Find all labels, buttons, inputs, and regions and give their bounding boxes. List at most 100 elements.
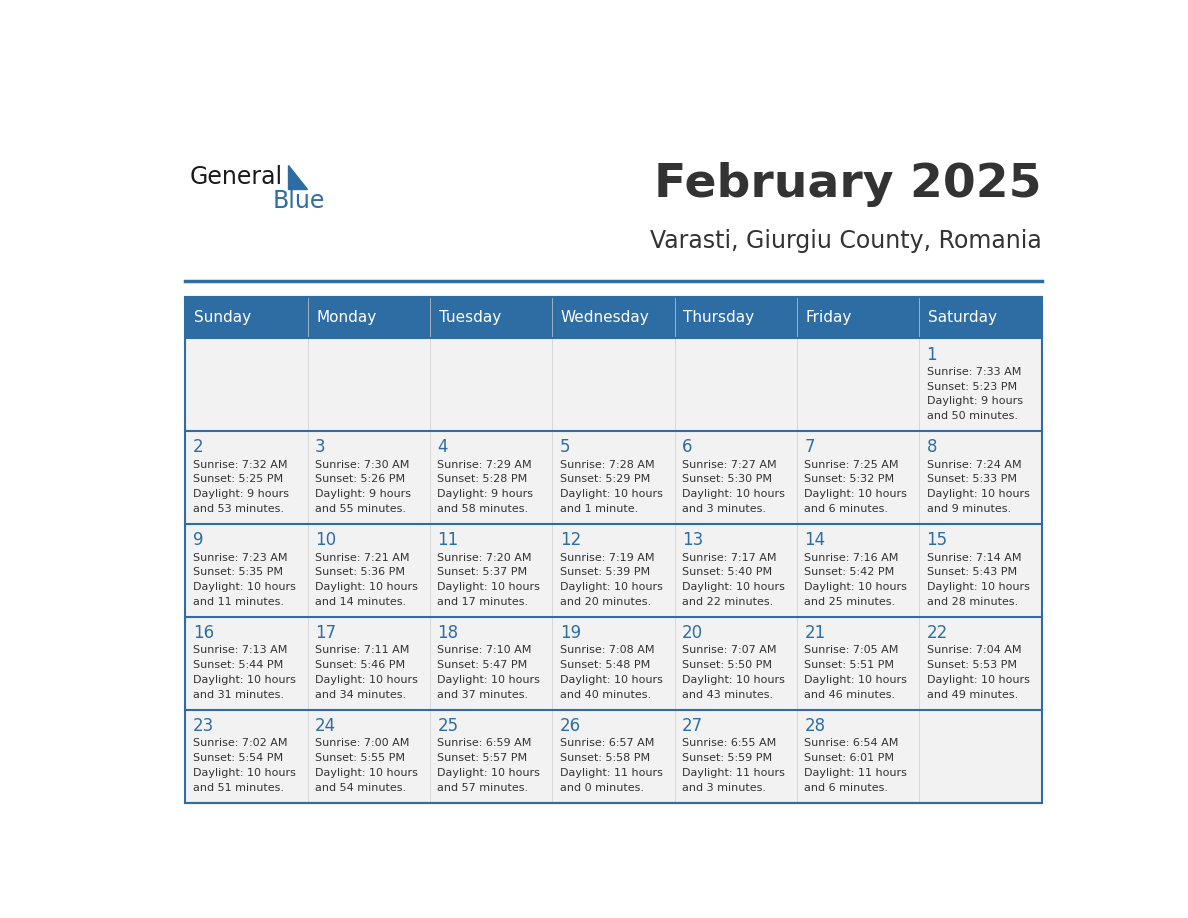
Text: Daylight: 10 hours: Daylight: 10 hours [804,582,908,592]
Bar [675,617,797,710]
Bar [430,339,552,431]
Text: 18: 18 [437,624,459,643]
Text: Sunrise: 7:30 AM: Sunrise: 7:30 AM [315,460,410,470]
Text: Sunrise: 7:24 AM: Sunrise: 7:24 AM [927,460,1022,470]
Bar [185,431,308,524]
Text: Daylight: 10 hours: Daylight: 10 hours [437,675,541,685]
Text: 7: 7 [804,439,815,456]
Bar [308,617,430,710]
Bar [675,431,797,524]
Bar [185,297,1042,803]
Text: Sunrise: 7:29 AM: Sunrise: 7:29 AM [437,460,532,470]
Text: 19: 19 [560,624,581,643]
Bar [675,710,797,803]
Text: Sunset: 5:48 PM: Sunset: 5:48 PM [560,660,650,670]
Bar [185,297,308,339]
Bar [430,431,552,524]
Text: Daylight: 10 hours: Daylight: 10 hours [560,675,663,685]
Text: Sunrise: 7:11 AM: Sunrise: 7:11 AM [315,645,410,655]
Text: Daylight: 10 hours: Daylight: 10 hours [192,582,296,592]
Text: Sunset: 5:43 PM: Sunset: 5:43 PM [927,567,1017,577]
Text: and 55 minutes.: and 55 minutes. [315,504,406,514]
Text: and 3 minutes.: and 3 minutes. [682,504,766,514]
Bar [430,297,552,339]
Text: Wednesday: Wednesday [561,310,650,326]
Text: Daylight: 10 hours: Daylight: 10 hours [560,582,663,592]
Text: Daylight: 10 hours: Daylight: 10 hours [560,489,663,499]
Text: Sunset: 5:54 PM: Sunset: 5:54 PM [192,753,283,763]
Text: Sunrise: 7:21 AM: Sunrise: 7:21 AM [315,553,410,563]
Bar [185,617,308,710]
Text: Tuesday: Tuesday [438,310,501,326]
Bar [430,710,552,803]
Text: Sunset: 5:40 PM: Sunset: 5:40 PM [682,567,772,577]
Text: 16: 16 [192,624,214,643]
Text: 15: 15 [927,532,948,549]
Text: 6: 6 [682,439,693,456]
Text: Sunrise: 7:32 AM: Sunrise: 7:32 AM [192,460,287,470]
Text: Sunrise: 7:13 AM: Sunrise: 7:13 AM [192,645,287,655]
Text: Sunset: 5:57 PM: Sunset: 5:57 PM [437,753,527,763]
Bar [552,339,675,431]
Text: Daylight: 11 hours: Daylight: 11 hours [804,768,908,778]
Polygon shape [289,165,307,189]
Bar [430,524,552,617]
Bar [920,297,1042,339]
Text: Daylight: 9 hours: Daylight: 9 hours [437,489,533,499]
Bar [552,710,675,803]
Text: General: General [190,165,283,189]
Text: and 37 minutes.: and 37 minutes. [437,690,529,700]
Text: and 40 minutes.: and 40 minutes. [560,690,651,700]
Bar [797,297,920,339]
Text: and 6 minutes.: and 6 minutes. [804,783,889,793]
Text: and 51 minutes.: and 51 minutes. [192,783,284,793]
Text: Sunset: 5:33 PM: Sunset: 5:33 PM [927,475,1017,485]
Text: Sunset: 5:23 PM: Sunset: 5:23 PM [927,382,1017,392]
Text: 12: 12 [560,532,581,549]
Text: Daylight: 9 hours: Daylight: 9 hours [315,489,411,499]
Text: and 17 minutes.: and 17 minutes. [437,597,529,607]
Text: Saturday: Saturday [928,310,997,326]
Text: Daylight: 10 hours: Daylight: 10 hours [315,582,418,592]
Text: Daylight: 10 hours: Daylight: 10 hours [804,489,908,499]
Bar [797,339,920,431]
Text: 27: 27 [682,717,703,735]
Text: Daylight: 9 hours: Daylight: 9 hours [192,489,289,499]
Text: and 6 minutes.: and 6 minutes. [804,504,889,514]
Text: Daylight: 10 hours: Daylight: 10 hours [682,582,785,592]
Text: and 43 minutes.: and 43 minutes. [682,690,773,700]
Text: Daylight: 10 hours: Daylight: 10 hours [315,768,418,778]
Text: Sunrise: 7:17 AM: Sunrise: 7:17 AM [682,553,777,563]
Text: Sunset: 5:26 PM: Sunset: 5:26 PM [315,475,405,485]
Text: Sunset: 5:36 PM: Sunset: 5:36 PM [315,567,405,577]
Text: Daylight: 10 hours: Daylight: 10 hours [192,768,296,778]
Bar [920,710,1042,803]
Text: Sunrise: 7:28 AM: Sunrise: 7:28 AM [560,460,655,470]
Text: Sunrise: 7:00 AM: Sunrise: 7:00 AM [315,738,410,748]
Text: Sunrise: 7:20 AM: Sunrise: 7:20 AM [437,553,532,563]
Text: 26: 26 [560,717,581,735]
Bar [920,617,1042,710]
Bar [797,617,920,710]
Text: Sunrise: 7:02 AM: Sunrise: 7:02 AM [192,738,287,748]
Bar [797,431,920,524]
Bar [185,710,308,803]
Text: 2: 2 [192,439,203,456]
Text: Daylight: 9 hours: Daylight: 9 hours [927,397,1023,407]
Text: 24: 24 [315,717,336,735]
Text: Sunrise: 6:57 AM: Sunrise: 6:57 AM [560,738,655,748]
Text: Daylight: 10 hours: Daylight: 10 hours [682,675,785,685]
Text: Daylight: 10 hours: Daylight: 10 hours [927,582,1030,592]
Text: Sunset: 5:53 PM: Sunset: 5:53 PM [927,660,1017,670]
Bar [552,524,675,617]
Bar [308,710,430,803]
Text: Daylight: 10 hours: Daylight: 10 hours [804,675,908,685]
Text: and 28 minutes.: and 28 minutes. [927,597,1018,607]
Bar [308,524,430,617]
Text: Sunrise: 7:14 AM: Sunrise: 7:14 AM [927,553,1022,563]
Text: Sunrise: 7:19 AM: Sunrise: 7:19 AM [560,553,655,563]
Text: Sunrise: 7:16 AM: Sunrise: 7:16 AM [804,553,898,563]
Text: and 22 minutes.: and 22 minutes. [682,597,773,607]
Text: 1: 1 [927,345,937,364]
Text: 5: 5 [560,439,570,456]
